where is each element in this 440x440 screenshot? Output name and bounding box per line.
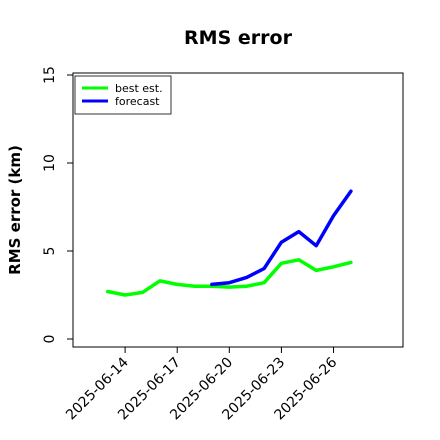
legend-label-forecast: forecast <box>115 95 160 108</box>
plot-frame <box>72 72 404 348</box>
y-tick-label: 0 <box>42 335 58 344</box>
y-tick-label: 5 <box>42 247 58 256</box>
series-line-forecast <box>210 189 353 287</box>
chart-title: RMS error <box>184 27 293 49</box>
y-tick-label: 10 <box>42 154 58 172</box>
y-axis-ticks: 0 5 10 15 <box>42 66 73 343</box>
series-layer <box>105 189 353 297</box>
legend: best est. forecast <box>74 75 172 115</box>
x-axis-ticks: 2025-06-142025-06-172025-06-202025-06-23… <box>63 347 340 423</box>
legend-label-best-est: best est. <box>115 82 163 95</box>
series-line-best-est <box>105 258 353 297</box>
y-tick-label: 15 <box>42 66 58 84</box>
y-axis-label: RMS error (km) <box>6 145 24 275</box>
legend-box <box>74 75 172 115</box>
